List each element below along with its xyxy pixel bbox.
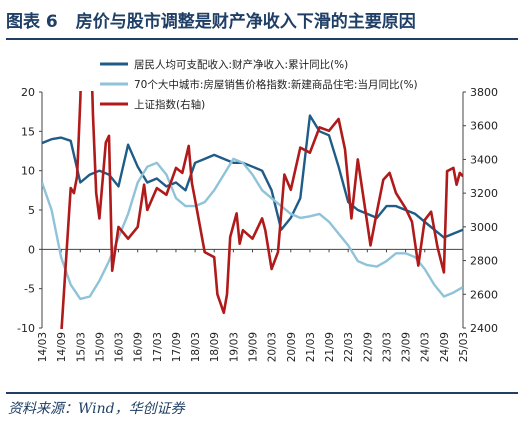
right-tick-label: 3200 <box>470 187 498 200</box>
source-divider <box>6 392 518 394</box>
x-tick-label: 23/09 <box>401 332 413 362</box>
chart-title: 房价与股市调整是财产净收入下滑的主要原因 <box>75 11 416 32</box>
legend: 居民人均可支配收入:财产净收入:累计同比(%) 70个大中城市:房屋销售价格指数:… <box>100 58 418 111</box>
left-tick-label: -10 <box>17 322 35 335</box>
x-tick-label: 15/09 <box>94 332 106 362</box>
chart-canvas: 居民人均可支配收入:财产净收入:累计同比(%) 70个大中城市:房屋销售价格指数:… <box>17 58 498 362</box>
x-tick-label: 20/09 <box>286 332 298 362</box>
left-tick-label: 15 <box>21 125 35 138</box>
title-row: 图表 6 房价与股市调整是财产净收入下滑的主要原因 <box>6 6 416 32</box>
series-line-shanghai-index <box>60 91 463 329</box>
left-tick-label: 10 <box>21 165 35 178</box>
figure-label: 图表 6 <box>6 11 58 32</box>
series-line-housing-price <box>42 157 463 301</box>
right-tick-label: 3800 <box>470 86 498 99</box>
right-tick-label: 2600 <box>470 288 498 301</box>
legend-item-property-income-label: 居民人均可支配收入:财产净收入:累计同比(%) <box>134 58 348 71</box>
right-tick-label: 2800 <box>470 255 498 268</box>
series-layer <box>42 91 463 329</box>
x-tick-label: 22/03 <box>343 332 355 362</box>
x-tick-label: 21/09 <box>324 332 336 362</box>
series-line-property-income <box>42 114 463 239</box>
x-tick-label: 19/09 <box>248 332 260 362</box>
right-tick-label: 2400 <box>470 322 498 335</box>
source-note: 资料来源：Wind，华创证券 <box>8 401 185 417</box>
legend-item-shanghai-index-label: 上证指数(右轴) <box>134 98 205 111</box>
x-tick-label: 19/03 <box>228 332 240 362</box>
title-divider <box>6 38 518 40</box>
axes: -10 -5 0 5 10 15 20 2400 2600 2800 3000 3200 3400 360… <box>17 86 498 362</box>
x-tick-label: 17/03 <box>152 332 164 362</box>
left-tick-label: 0 <box>28 243 35 256</box>
x-tick-label: 17/09 <box>171 332 183 362</box>
left-tick-label: -5 <box>24 283 35 296</box>
x-tick-label: 21/03 <box>305 332 317 362</box>
right-tick-label: 3400 <box>470 153 498 166</box>
x-tick-label: 24/03 <box>420 332 432 362</box>
x-tick-label: 23/03 <box>381 332 393 362</box>
x-tick-label: 16/09 <box>133 332 145 362</box>
legend-item-housing-price-label: 70个大中城市:房屋销售价格指数:新建商品住宅:当月同比(%) <box>134 78 418 91</box>
x-tick-label: 22/09 <box>362 332 374 362</box>
x-tick-label: 25/03 <box>458 332 470 362</box>
x-tick-label: 18/03 <box>190 332 202 362</box>
x-tick-label: 24/09 <box>439 332 451 362</box>
x-tick-label: 15/03 <box>75 332 87 362</box>
right-tick-label: 3600 <box>470 120 498 133</box>
x-tick-label: 18/09 <box>209 332 221 362</box>
right-tick-label: 3000 <box>470 221 498 234</box>
left-tick-label: 20 <box>21 86 35 99</box>
left-tick-label: 5 <box>28 204 35 217</box>
x-tick-label: 20/03 <box>267 332 279 362</box>
x-tick-label: 14/09 <box>56 332 68 362</box>
x-tick-label: 14/03 <box>37 332 49 362</box>
x-tick-label: 16/03 <box>114 332 126 362</box>
